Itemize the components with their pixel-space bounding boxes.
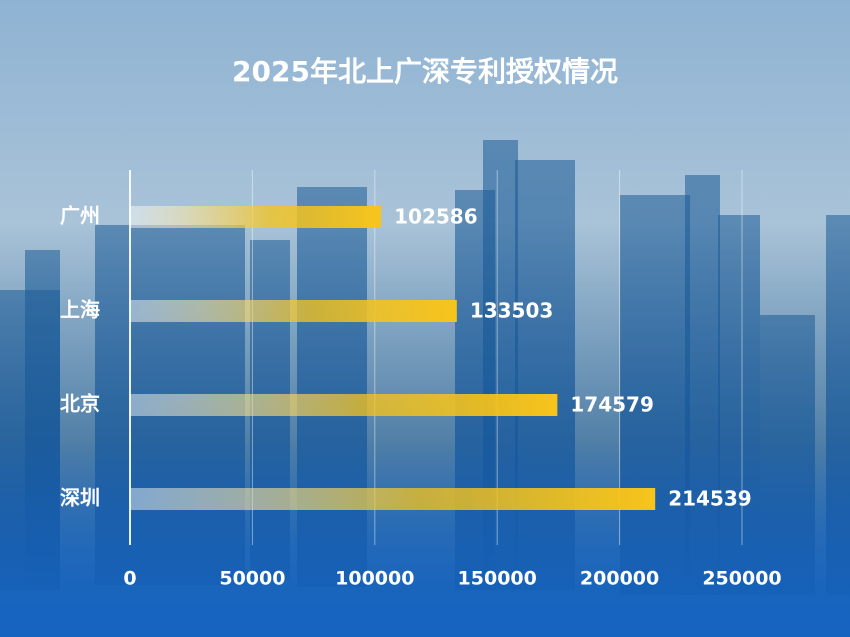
y-tick-label: 深圳 — [60, 486, 100, 510]
x-tick-label: 150000 — [458, 568, 537, 590]
chart-title: 2025年北上广深专利授权情况 — [232, 55, 618, 88]
x-tick-label: 0 — [123, 568, 136, 590]
bar — [130, 300, 457, 322]
data-label: 214539 — [668, 487, 752, 511]
x-tick-label: 50000 — [219, 568, 285, 590]
bar — [130, 206, 382, 228]
y-tick-label: 广州 — [60, 204, 100, 228]
data-label: 102586 — [394, 205, 478, 229]
x-tick-label: 200000 — [580, 568, 659, 590]
x-tick-label: 250000 — [702, 568, 781, 590]
data-label: 174579 — [570, 393, 654, 417]
bar — [130, 394, 558, 416]
data-label: 133503 — [470, 299, 553, 323]
bar — [130, 488, 656, 510]
x-tick-label: 100000 — [335, 568, 414, 590]
y-tick-label: 北京 — [60, 392, 100, 416]
y-tick-label: 上海 — [60, 298, 100, 322]
